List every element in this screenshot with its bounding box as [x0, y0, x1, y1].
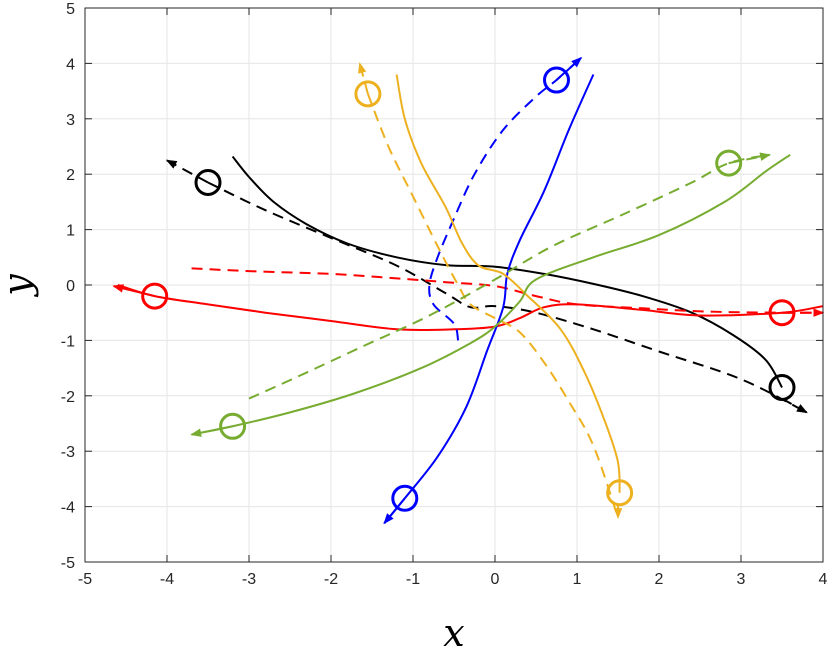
black-solid-trajectory: [231, 155, 783, 389]
yellow-solid-trajectory: [395, 74, 621, 493]
y-tick-label: -1: [61, 333, 75, 350]
y-tick-label: -3: [61, 444, 75, 461]
y-tick-label: -5: [61, 555, 75, 572]
blue-solid-trajectory: [383, 74, 595, 524]
yellow-dashed-arrow-head: [358, 62, 367, 74]
red-solid-arrow-head: [112, 284, 124, 293]
black-dashed-trajectory: [207, 181, 808, 414]
y-tick-label: 2: [66, 167, 75, 184]
red-dashed-trajectory: [191, 267, 823, 314]
green-solid-start-marker: [219, 412, 247, 440]
x-tick-label: -5: [78, 571, 92, 588]
blue-solid-arrow-head: [383, 513, 394, 525]
green-dashed-arrow-shaft: [728, 153, 770, 165]
black-dashed-start-marker: [194, 169, 222, 197]
y-tick-label: 1: [66, 223, 75, 240]
x-tick-label: -1: [406, 571, 420, 588]
x-tick-label: 3: [737, 571, 746, 588]
blue-dashed-trajectory: [428, 57, 582, 341]
tick-labels: -5 -4 -3 -2 -1 0 1 2 3 4 -5 -4 -3 -2 -1 0 1 2 3 4 5: [61, 1, 828, 588]
x-tick-label: 2: [655, 571, 664, 588]
green-solid-arrow-head: [190, 428, 202, 437]
y-tick-label: -2: [61, 389, 75, 406]
x-tick-label: 1: [573, 571, 582, 588]
x-tick-label: -4: [160, 571, 174, 588]
y-tick-label: 0: [66, 278, 75, 295]
black-dashed-arrow-head: [796, 404, 808, 414]
green-dashed-arrow-head: [759, 152, 772, 161]
blue-dashed-arrow-head: [571, 56, 583, 68]
blue-dashed-start-marker: [543, 66, 570, 94]
x-tick-label: 4: [819, 571, 828, 588]
red-dashed-start-marker: [768, 299, 796, 327]
series-layer: [117, 57, 823, 524]
green-solid-trajectory: [191, 153, 791, 436]
yellow-dashed-arrow-head: [613, 508, 623, 520]
y-tick-label: -4: [61, 500, 75, 517]
red-solid-start-marker: [141, 282, 169, 310]
y-tick-label: 5: [66, 1, 75, 18]
x-tick-label: -3: [242, 571, 256, 588]
x-axis-label: x: [443, 611, 464, 653]
grid-lines: [84, 7, 824, 563]
y-axis-label: y: [0, 274, 39, 298]
green-dashed-trajectory: [248, 153, 770, 400]
y-tick-label: 4: [66, 56, 75, 73]
red-dashed-arrow-head: [813, 308, 825, 317]
yellow-dashed-trajectory: [366, 93, 619, 519]
blue-solid-start-marker: [391, 484, 419, 512]
x-tick-label: 0: [491, 571, 500, 588]
black-dashed-arrow-head: [165, 159, 178, 169]
marker-layer: [112, 56, 825, 525]
yellow-dashed-start-marker: [354, 80, 382, 108]
yellow-solid-start-marker: [606, 479, 634, 507]
green-dashed-start-marker: [715, 149, 743, 177]
y-tick-label: 3: [66, 112, 75, 129]
x-tick-label: -2: [324, 571, 338, 588]
